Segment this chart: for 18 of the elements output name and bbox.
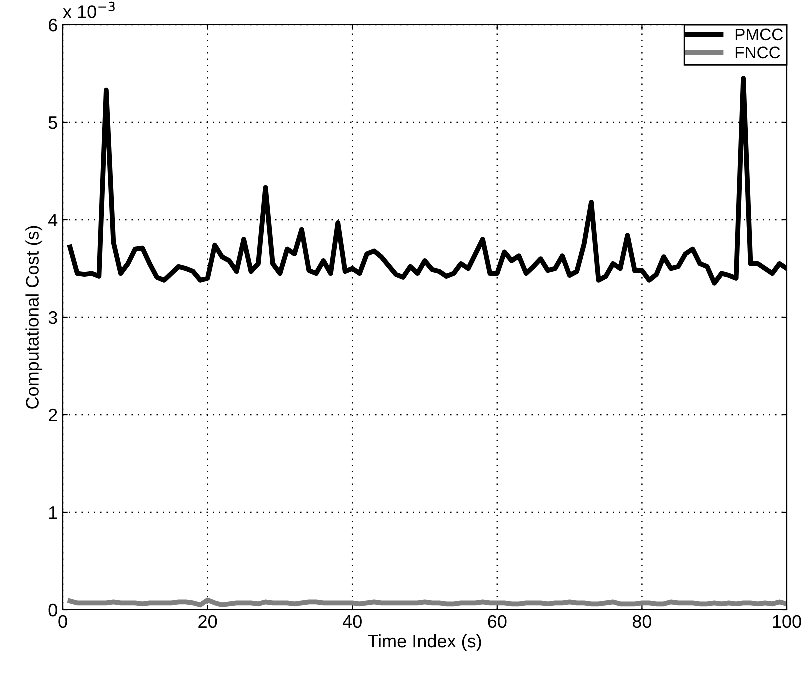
text: x 10$^{−3}$: [63, 2, 115, 18]
x-tick-label: 0: [58, 615, 68, 628]
legend-label: FNCC: [736, 46, 780, 59]
y-tick-label: 0: [48, 604, 58, 617]
legend-label: PMCC: [736, 28, 784, 41]
y-tick-label: 2: [49, 408, 58, 422]
y-tick-label: 3: [48, 311, 58, 324]
y-axis-title: Computational Cost (s): [26, 226, 43, 409]
y-tick-label: 4: [48, 214, 58, 227]
x-axis-title: Time Index (s): [368, 634, 482, 652]
x-tick-label: 60: [488, 615, 507, 628]
y-tick-label: 6: [49, 18, 58, 32]
x-tick-label: 40: [342, 615, 362, 628]
x-tick-label: 20: [198, 615, 218, 628]
x-tick-label: 100: [773, 615, 802, 628]
x-tick-label: 80: [632, 615, 652, 628]
y-tick-label: 5: [48, 116, 58, 130]
y-tick-label: 1: [49, 506, 58, 520]
